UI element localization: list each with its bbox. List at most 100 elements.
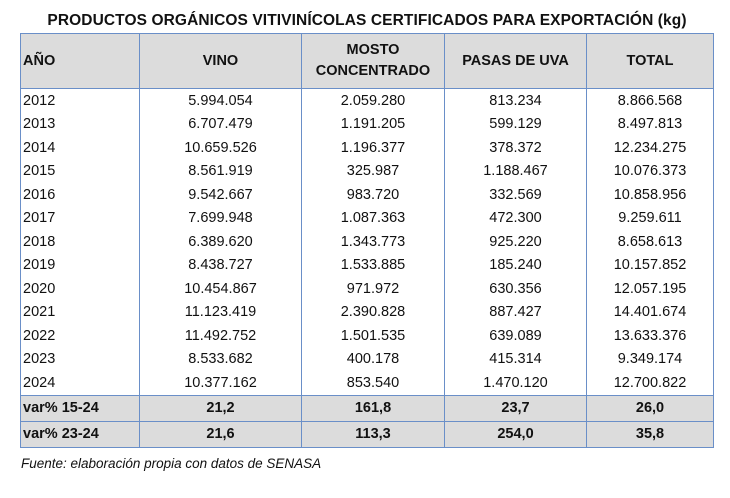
cell-wine: 11.123.419	[139, 300, 302, 324]
cell-wine: 10.454.867	[139, 277, 302, 301]
cell-wine: 6.389.620	[139, 230, 302, 254]
variation-cell-total: 35,8	[586, 420, 714, 448]
cell-total: 9.259.611	[586, 206, 714, 230]
cell-must: 1.533.885	[301, 253, 445, 277]
table-row: 2018 6.389.620 1.343.773 925.220 8.658.613	[20, 230, 714, 254]
variation-row: var% 23-24 21,6 113,3 254,0 35,8	[20, 420, 714, 448]
cell-year: 2014	[20, 136, 140, 160]
table-row: 2012 5.994.054 2.059.280 813.234 8.866.568	[20, 88, 714, 113]
table-row: 2014 10.659.526 1.196.377 378.372 12.234.275	[20, 136, 714, 160]
cell-must: 400.178	[301, 347, 445, 371]
table-row: 2015 8.561.919 325.987 1.188.467 10.076.373	[20, 159, 714, 183]
cell-total: 12.700.822	[586, 371, 714, 395]
cell-must: 325.987	[301, 159, 445, 183]
table-row: 2021 11.123.419 2.390.828 887.427 14.401.674	[20, 300, 714, 324]
cell-raisins: 1.188.467	[444, 159, 587, 183]
cell-must: 1.191.205	[301, 112, 445, 136]
cell-wine: 8.438.727	[139, 253, 302, 277]
cell-total: 12.234.275	[586, 136, 714, 160]
cell-raisins: 378.372	[444, 136, 587, 160]
cell-raisins: 185.240	[444, 253, 587, 277]
table-row: 2024 10.377.162 853.540 1.470.120 12.700.822	[20, 371, 714, 395]
header-must: MOSTO CONCENTRADO	[301, 33, 445, 89]
cell-wine: 10.377.162	[139, 371, 302, 395]
cell-year: 2021	[20, 300, 140, 324]
variation-cell-raisins: 254,0	[444, 420, 587, 448]
cell-raisins: 1.470.120	[444, 371, 587, 395]
cell-raisins: 887.427	[444, 300, 587, 324]
cell-wine: 5.994.054	[139, 88, 302, 113]
cell-raisins: 813.234	[444, 88, 587, 113]
cell-must: 983.720	[301, 183, 445, 207]
cell-total: 8.658.613	[586, 230, 714, 254]
cell-year: 2024	[20, 371, 140, 395]
variation-cell-wine: 21,6	[139, 420, 302, 448]
variation-cell-must: 113,3	[301, 420, 445, 448]
cell-raisins: 415.314	[444, 347, 587, 371]
cell-must: 1.196.377	[301, 136, 445, 160]
table-row: 2019 8.438.727 1.533.885 185.240 10.157.852	[20, 253, 714, 277]
header-year: AÑO	[20, 33, 140, 89]
cell-year: 2016	[20, 183, 140, 207]
cell-year: 2017	[20, 206, 140, 230]
cell-total: 9.349.174	[586, 347, 714, 371]
table-row: 2020 10.454.867 971.972 630.356 12.057.195	[20, 277, 714, 301]
cell-total: 10.157.852	[586, 253, 714, 277]
table-body: 2012 5.994.054 2.059.280 813.234 8.866.568 20…	[20, 88, 714, 448]
cell-raisins: 925.220	[444, 230, 587, 254]
cell-year: 2020	[20, 277, 140, 301]
cell-total: 8.497.813	[586, 112, 714, 136]
cell-must: 1.087.363	[301, 206, 445, 230]
source-note: Fuente: elaboración propia con datos de …	[21, 456, 322, 471]
header-raisins: PASAS DE UVA	[444, 33, 587, 89]
cell-must: 2.059.280	[301, 88, 445, 113]
table-row: 2017 7.699.948 1.087.363 472.300 9.259.611	[20, 206, 714, 230]
cell-raisins: 639.089	[444, 324, 587, 348]
cell-wine: 11.492.752	[139, 324, 302, 348]
variation-cell-year: var% 23-24	[20, 420, 140, 448]
cell-raisins: 599.129	[444, 112, 587, 136]
cell-year: 2013	[20, 112, 140, 136]
cell-must: 853.540	[301, 371, 445, 395]
variation-cell-must: 161,8	[301, 394, 445, 422]
table-row: 2022 11.492.752 1.501.535 639.089 13.633.376	[20, 324, 714, 348]
cell-total: 8.866.568	[586, 88, 714, 113]
cell-total: 10.076.373	[586, 159, 714, 183]
variation-cell-total: 26,0	[586, 394, 714, 422]
export-table: AÑO VINO MOSTO CONCENTRADO PASAS DE UVA …	[20, 33, 714, 448]
cell-total: 13.633.376	[586, 324, 714, 348]
cell-total: 14.401.674	[586, 300, 714, 324]
cell-must: 1.501.535	[301, 324, 445, 348]
header-must-line-1: MOSTO	[346, 42, 400, 58]
cell-total: 10.858.956	[586, 183, 714, 207]
header-row: AÑO VINO MOSTO CONCENTRADO PASAS DE UVA …	[20, 33, 714, 89]
header-total: TOTAL	[586, 33, 714, 89]
cell-wine: 8.533.682	[139, 347, 302, 371]
variation-cell-year: var% 15-24	[20, 394, 140, 422]
header-must-line-2: CONCENTRADO	[315, 63, 431, 79]
cell-wine: 9.542.667	[139, 183, 302, 207]
cell-year: 2012	[20, 88, 140, 113]
variation-row: var% 15-24 21,2 161,8 23,7 26,0	[20, 394, 714, 422]
table-row: 2016 9.542.667 983.720 332.569 10.858.956	[20, 183, 714, 207]
cell-total: 12.057.195	[586, 277, 714, 301]
variation-cell-raisins: 23,7	[444, 394, 587, 422]
table-row: 2013 6.707.479 1.191.205 599.129 8.497.813	[20, 112, 714, 136]
table-title: PRODUCTOS ORGÁNICOS VITIVINÍCOLAS CERTIF…	[47, 12, 687, 29]
cell-year: 2023	[20, 347, 140, 371]
cell-wine: 10.659.526	[139, 136, 302, 160]
cell-year: 2019	[20, 253, 140, 277]
header-wine: VINO	[139, 33, 302, 89]
cell-raisins: 472.300	[444, 206, 587, 230]
cell-must: 971.972	[301, 277, 445, 301]
cell-wine: 7.699.948	[139, 206, 302, 230]
cell-year: 2015	[20, 159, 140, 183]
variation-cell-wine: 21,2	[139, 394, 302, 422]
cell-wine: 6.707.479	[139, 112, 302, 136]
cell-year: 2022	[20, 324, 140, 348]
cell-raisins: 332.569	[444, 183, 587, 207]
cell-wine: 8.561.919	[139, 159, 302, 183]
cell-must: 1.343.773	[301, 230, 445, 254]
cell-must: 2.390.828	[301, 300, 445, 324]
table-row: 2023 8.533.682 400.178 415.314 9.349.174	[20, 347, 714, 371]
